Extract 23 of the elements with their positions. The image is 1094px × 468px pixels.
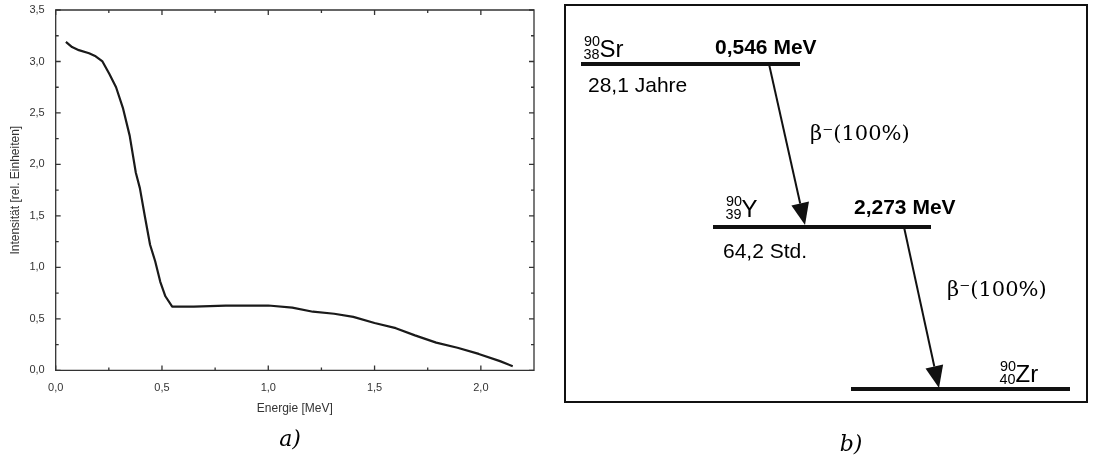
y-tick-label: 1,5: [29, 208, 45, 221]
x-tick-label: 1,5: [366, 381, 383, 394]
text: 0,546 MeV: [715, 35, 817, 58]
text: 28,1 Jahre: [588, 73, 688, 96]
text: β⁻(100%): [810, 121, 910, 145]
x-axis-title: Energie [MeV]: [256, 401, 333, 416]
y-tick-label: 2,5: [29, 106, 45, 118]
text: 2,273 MeV: [854, 195, 956, 218]
x-tick-label: 0,0: [48, 381, 64, 394]
y-tick-label: 0,0: [29, 363, 45, 376]
x-tick-label: 1,0: [260, 381, 276, 394]
text: b): [838, 431, 864, 456]
y-axis-title: Intensität [rel. Einheiten]: [7, 125, 22, 255]
text: a): [278, 426, 302, 451]
y-tick-label: 3,0: [29, 54, 45, 67]
x-tick-label: 2,0: [473, 381, 489, 394]
y-tick-label: 0,5: [29, 311, 45, 324]
y-tick-label: 3,5: [29, 3, 45, 16]
x-tick-label: 0,5: [154, 381, 170, 394]
y-tick-label: 1,0: [29, 260, 45, 273]
text: β⁻(100%): [947, 277, 1047, 301]
text: 64,2 Std.: [723, 239, 808, 262]
y-tick-label: 2,0: [29, 157, 45, 170]
